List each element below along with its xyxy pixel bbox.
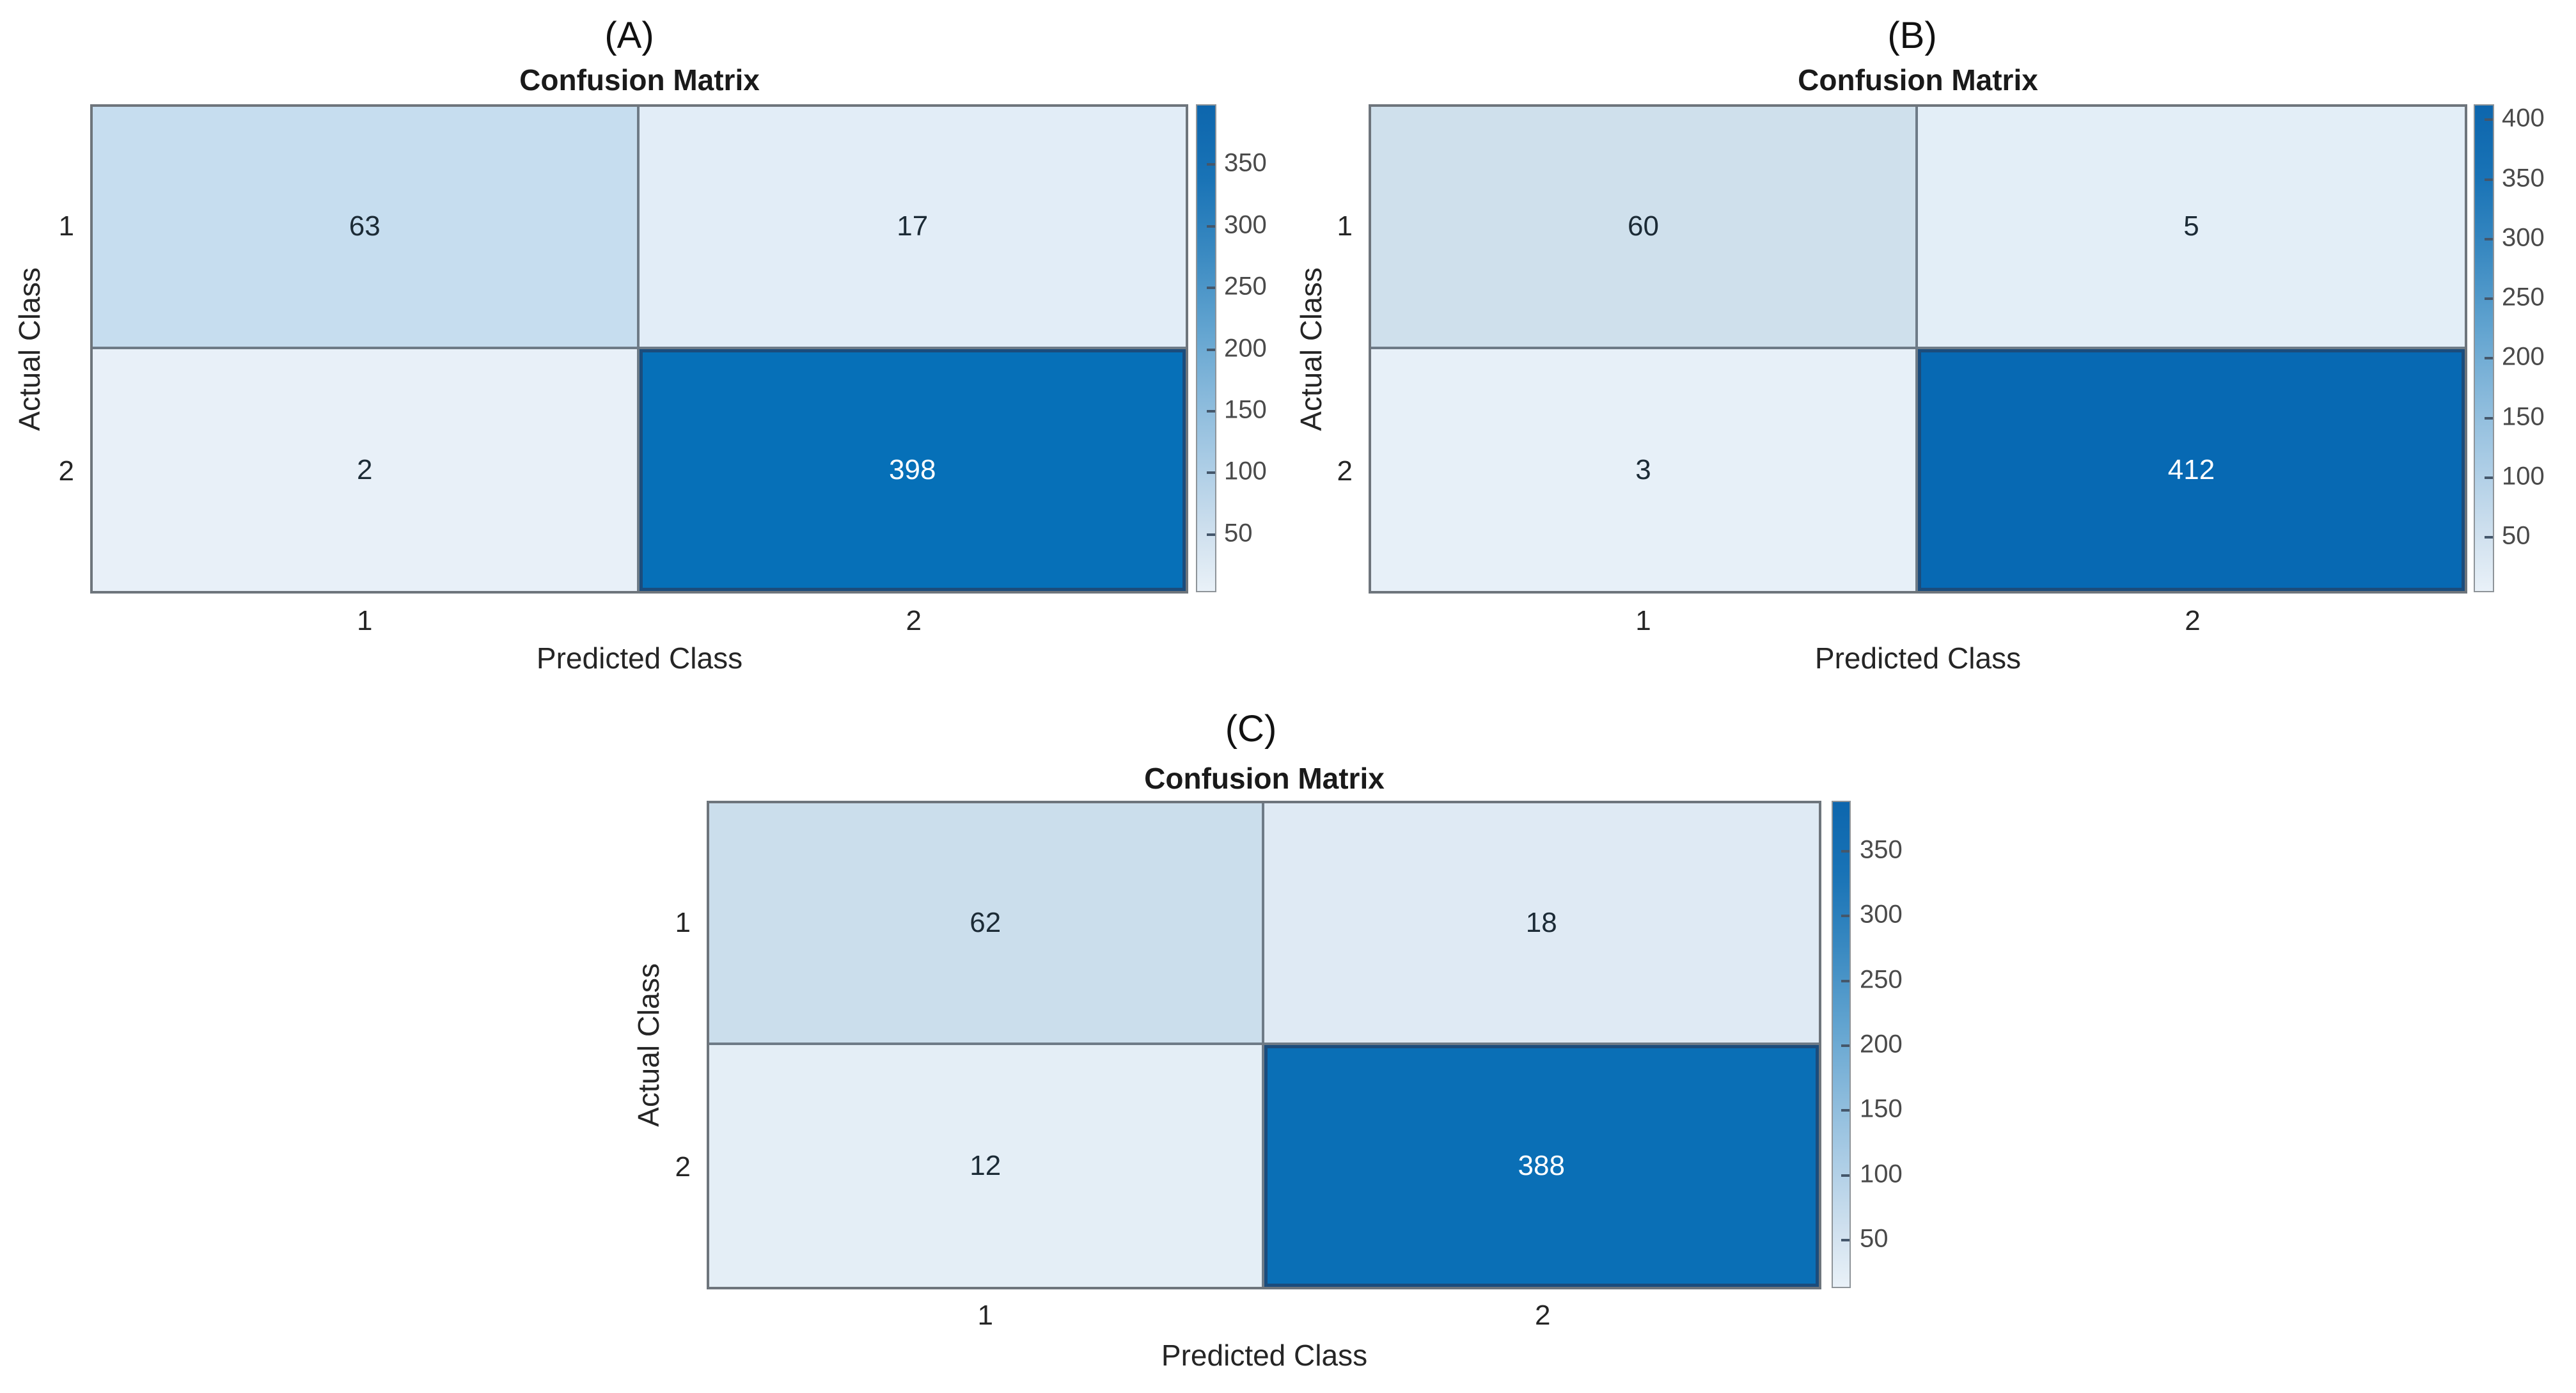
chart-title-A: Confusion Matrix xyxy=(519,63,760,97)
cell-value: 63 xyxy=(349,210,381,242)
colorbar-tick-label-A-200: 200 xyxy=(1224,334,1267,362)
y-axis-label-B: Actual Class xyxy=(1294,267,1328,431)
matrix-cell-C-r1c2: 18 xyxy=(1264,803,1819,1045)
colorbar-tick-C-250 xyxy=(1841,979,1850,982)
colorbar-tick-label-C-50: 50 xyxy=(1860,1224,1889,1253)
colorbar-tick-C-350 xyxy=(1841,850,1850,853)
colorbar-tick-A-150 xyxy=(1207,409,1215,413)
matrix-cell-C-r2c2: 388 xyxy=(1264,1045,1819,1287)
colorbar-tick-C-300 xyxy=(1841,915,1850,918)
matrix-cell-A-r1c1: 63 xyxy=(93,107,640,349)
colorbar-tick-B-400 xyxy=(2485,118,2493,122)
x-axis-label-C: Predicted Class xyxy=(1161,1339,1368,1372)
x-tick-label-C-2: 2 xyxy=(1535,1300,1551,1331)
chart-title-C: Confusion Matrix xyxy=(1144,762,1385,795)
colorbar-tick-label-B-150: 150 xyxy=(2502,402,2545,431)
y-tick-label-B-1: 1 xyxy=(1337,210,1353,242)
colorbar-tick-label-A-350: 350 xyxy=(1224,148,1267,177)
colorbar-tick-label-B-250: 250 xyxy=(2502,283,2545,311)
cell-value: 18 xyxy=(1525,907,1557,938)
colorbar-tick-A-350 xyxy=(1207,163,1215,166)
x-tick-label-A-1: 1 xyxy=(357,605,373,636)
confusion-matrix-C: 62 18 12 388 xyxy=(707,801,1821,1289)
colorbar-tick-B-100 xyxy=(2485,476,2493,480)
colorbar-tick-label-C-300: 300 xyxy=(1860,900,1903,929)
matrix-cell-B-r2c2: 412 xyxy=(1918,349,2465,591)
colorbar-tick-label-A-150: 150 xyxy=(1224,395,1267,424)
cell-value: 17 xyxy=(897,210,929,242)
cell-value: 388 xyxy=(1518,1150,1565,1181)
x-tick-label-B-2: 2 xyxy=(2185,605,2201,636)
colorbar-tick-C-50 xyxy=(1841,1238,1850,1241)
colorbar-tick-B-300 xyxy=(2485,237,2493,240)
matrix-cell-A-r1c2: 17 xyxy=(639,107,1186,349)
colorbar-tick-A-250 xyxy=(1207,287,1215,290)
colorbar-tick-B-350 xyxy=(2485,178,2493,181)
confusion-matrix-A: 63 17 2 398 xyxy=(90,104,1188,594)
cell-value: 2 xyxy=(357,453,373,485)
colorbar-tick-label-A-50: 50 xyxy=(1224,519,1253,547)
colorbar-C xyxy=(1832,801,1851,1288)
matrix-cell-B-r1c2: 5 xyxy=(1918,107,2465,349)
colorbar-tick-A-50 xyxy=(1207,533,1215,536)
y-axis-label-C: Actual Class xyxy=(632,963,665,1127)
colorbar-tick-A-300 xyxy=(1207,224,1215,228)
colorbar-tick-A-100 xyxy=(1207,471,1215,475)
x-tick-label-C-1: 1 xyxy=(977,1300,993,1331)
cell-value: 412 xyxy=(2167,453,2215,485)
colorbar-tick-label-C-350: 350 xyxy=(1860,835,1903,864)
colorbar-tick-label-B-400: 400 xyxy=(2502,104,2545,132)
panel-label-C: (C) xyxy=(1225,708,1277,750)
panel-label-A: (A) xyxy=(604,15,654,56)
colorbar-tick-label-C-100: 100 xyxy=(1860,1160,1903,1188)
matrix-cell-C-r1c1: 62 xyxy=(709,803,1264,1045)
matrix-cell-B-r1c1: 60 xyxy=(1371,107,1918,349)
y-tick-label-A-2: 2 xyxy=(58,455,74,487)
x-tick-label-B-1: 1 xyxy=(1635,605,1651,636)
panel-label-B: (B) xyxy=(1887,15,1937,56)
colorbar-A xyxy=(1196,104,1216,592)
y-tick-label-C-2: 2 xyxy=(675,1151,691,1183)
colorbar-tick-B-250 xyxy=(2485,297,2493,301)
colorbar-B xyxy=(2474,104,2494,592)
y-tick-label-C-1: 1 xyxy=(675,907,691,938)
colorbar-tick-A-200 xyxy=(1207,348,1215,351)
colorbar-tick-label-A-100: 100 xyxy=(1224,457,1267,485)
matrix-cell-A-r2c2: 398 xyxy=(639,349,1186,591)
x-axis-label-A: Predicted Class xyxy=(536,641,743,675)
cell-value: 5 xyxy=(2183,210,2199,242)
colorbar-tick-label-B-200: 200 xyxy=(2502,342,2545,371)
colorbar-tick-label-B-50: 50 xyxy=(2502,521,2531,550)
x-axis-label-B: Predicted Class xyxy=(1814,641,2022,675)
cell-value: 60 xyxy=(1628,210,1659,242)
cell-value: 62 xyxy=(970,907,1001,938)
colorbar-tick-label-A-300: 300 xyxy=(1224,210,1267,239)
x-tick-label-A-2: 2 xyxy=(906,605,922,636)
matrix-cell-B-r2c1: 3 xyxy=(1371,349,1918,591)
colorbar-tick-label-B-300: 300 xyxy=(2502,223,2545,252)
y-tick-label-A-1: 1 xyxy=(58,210,74,242)
y-axis-label-A: Actual Class xyxy=(13,267,46,431)
colorbar-tick-label-C-200: 200 xyxy=(1860,1030,1903,1059)
y-tick-label-B-2: 2 xyxy=(1337,455,1353,487)
cell-value: 3 xyxy=(1635,453,1651,485)
colorbar-tick-label-C-150: 150 xyxy=(1860,1094,1903,1123)
matrix-cell-A-r2c1: 2 xyxy=(93,349,640,591)
chart-title-B: Confusion Matrix xyxy=(1798,63,2038,97)
colorbar-tick-B-200 xyxy=(2485,357,2493,360)
colorbar-tick-label-B-350: 350 xyxy=(2502,164,2545,193)
colorbar-tick-label-B-100: 100 xyxy=(2502,462,2545,491)
cell-value: 398 xyxy=(889,453,936,485)
colorbar-tick-label-C-250: 250 xyxy=(1860,965,1903,994)
colorbar-tick-B-150 xyxy=(2485,416,2493,420)
colorbar-tick-B-50 xyxy=(2485,536,2493,539)
cell-value: 12 xyxy=(970,1150,1001,1181)
matrix-cell-C-r2c1: 12 xyxy=(709,1045,1264,1287)
colorbar-tick-C-200 xyxy=(1841,1044,1850,1047)
confusion-matrix-B: 60 5 3 412 xyxy=(1369,104,2467,594)
colorbar-tick-label-A-250: 250 xyxy=(1224,272,1267,301)
colorbar-tick-C-100 xyxy=(1841,1174,1850,1177)
colorbar-tick-C-150 xyxy=(1841,1109,1850,1112)
